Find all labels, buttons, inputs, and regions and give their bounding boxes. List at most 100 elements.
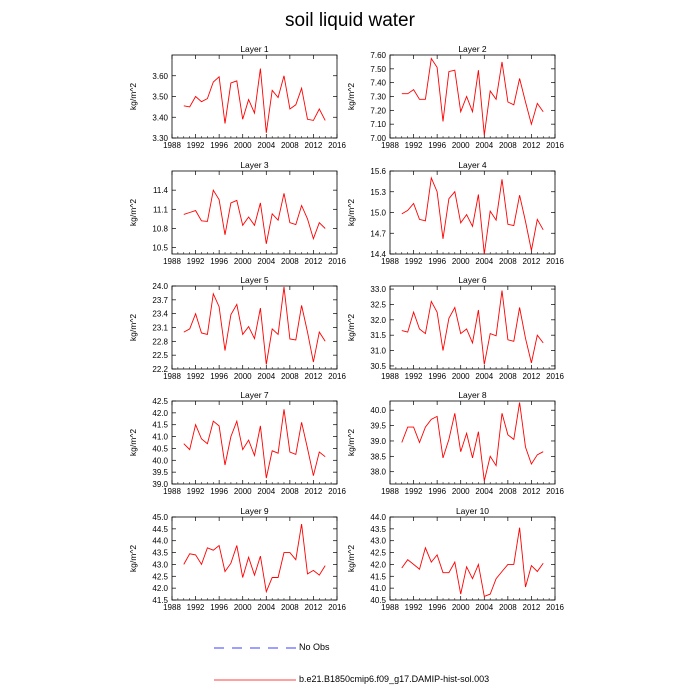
y-tick-label: 10.8 bbox=[152, 224, 168, 233]
y-tick-label: 41.5 bbox=[152, 596, 168, 605]
y-tick-label: 43.0 bbox=[370, 537, 386, 546]
x-tick-label: 1992 bbox=[187, 257, 205, 266]
y-tick-label: 43.5 bbox=[152, 549, 168, 558]
x-tick-label: 2012 bbox=[523, 257, 541, 266]
x-tick-label: 2000 bbox=[234, 603, 252, 612]
series-line bbox=[401, 402, 544, 482]
x-tick-label: 1996 bbox=[428, 141, 446, 150]
y-tick-label: 42.0 bbox=[370, 560, 386, 569]
x-tick-label: 1988 bbox=[381, 257, 399, 266]
x-tick-label: 2004 bbox=[257, 141, 275, 150]
y-axis-label: kg/m^2 bbox=[128, 314, 138, 341]
x-tick-label: 2008 bbox=[499, 141, 517, 150]
x-tick-label: 2004 bbox=[475, 603, 493, 612]
x-tick-label: 2000 bbox=[234, 257, 252, 266]
x-tick-label: 2004 bbox=[257, 487, 275, 496]
y-tick-label: 3.60 bbox=[152, 72, 168, 81]
y-tick-label: 3.30 bbox=[152, 134, 168, 143]
x-tick-label: 1992 bbox=[187, 603, 205, 612]
x-tick-label: 1988 bbox=[381, 141, 399, 150]
y-tick-label: 32.0 bbox=[370, 316, 386, 325]
y-tick-label: 23.7 bbox=[152, 296, 168, 305]
x-tick-label: 1996 bbox=[210, 487, 228, 496]
legend-label-model: b.e21.B1850cmip6.f09_g17.DAMIP-hist-sol.… bbox=[299, 674, 490, 684]
panel-title: Layer 1 bbox=[240, 44, 269, 54]
series-line bbox=[401, 57, 544, 136]
y-tick-label: 39.0 bbox=[152, 480, 168, 489]
x-tick-label: 2016 bbox=[546, 372, 564, 381]
series-line bbox=[183, 286, 326, 365]
y-axis-label: kg/m^2 bbox=[128, 83, 138, 110]
y-tick-label: 41.0 bbox=[152, 433, 168, 442]
x-tick-label: 2004 bbox=[257, 603, 275, 612]
y-tick-label: 3.40 bbox=[152, 113, 168, 122]
x-tick-label: 2012 bbox=[305, 372, 323, 381]
x-tick-label: 2004 bbox=[475, 141, 493, 150]
x-tick-label: 2012 bbox=[305, 487, 323, 496]
x-tick-label: 2004 bbox=[475, 372, 493, 381]
y-tick-label: 33.0 bbox=[370, 285, 386, 294]
x-tick-label: 2008 bbox=[281, 141, 299, 150]
x-tick-label: 1988 bbox=[381, 487, 399, 496]
y-tick-label: 38.5 bbox=[370, 452, 386, 461]
x-tick-label: 1996 bbox=[428, 603, 446, 612]
x-tick-label: 2016 bbox=[546, 487, 564, 496]
panel-title: Layer 3 bbox=[240, 160, 269, 170]
y-tick-label: 42.0 bbox=[152, 584, 168, 593]
x-tick-label: 1988 bbox=[163, 487, 181, 496]
x-tick-label: 2016 bbox=[546, 603, 564, 612]
series-line bbox=[183, 524, 326, 594]
y-tick-label: 30.5 bbox=[370, 362, 386, 371]
x-tick-label: 2008 bbox=[499, 372, 517, 381]
y-tick-label: 14.4 bbox=[370, 250, 386, 259]
x-tick-label: 2012 bbox=[523, 372, 541, 381]
y-axis-label: kg/m^2 bbox=[128, 429, 138, 456]
x-tick-label: 1988 bbox=[163, 603, 181, 612]
x-tick-label: 2000 bbox=[452, 372, 470, 381]
x-tick-label: 2012 bbox=[305, 603, 323, 612]
y-axis-label: kg/m^2 bbox=[346, 83, 356, 110]
x-tick-label: 2000 bbox=[452, 141, 470, 150]
panel-title: Layer 10 bbox=[456, 506, 489, 516]
y-tick-label: 7.30 bbox=[370, 93, 386, 102]
y-tick-label: 43.0 bbox=[152, 560, 168, 569]
y-axis-label: kg/m^2 bbox=[346, 314, 356, 341]
panel-layer-8: Layer 8 kg/m^2 1988 1992 1996 2000 2004 2008 201… bbox=[346, 390, 564, 496]
panel-layer-7: Layer 7 kg/m^2 1988 1992 1996 2000 2004 2008 201… bbox=[128, 390, 346, 496]
y-tick-label: 41.5 bbox=[370, 572, 386, 581]
y-tick-label: 39.0 bbox=[370, 437, 386, 446]
y-tick-label: 7.40 bbox=[370, 79, 386, 88]
y-tick-label: 39.5 bbox=[370, 422, 386, 431]
x-tick-label: 1988 bbox=[163, 141, 181, 150]
x-tick-label: 2016 bbox=[546, 257, 564, 266]
y-axis-label: kg/m^2 bbox=[346, 199, 356, 226]
x-tick-label: 1996 bbox=[210, 141, 228, 150]
x-tick-label: 1988 bbox=[163, 372, 181, 381]
series-line bbox=[183, 188, 326, 244]
panel-title: Layer 7 bbox=[240, 390, 269, 400]
x-tick-label: 2008 bbox=[499, 257, 517, 266]
x-tick-label: 1992 bbox=[405, 372, 423, 381]
y-tick-label: 11.4 bbox=[153, 186, 169, 195]
y-tick-label: 40.0 bbox=[370, 406, 386, 415]
y-tick-label: 38.0 bbox=[370, 468, 386, 477]
x-tick-label: 1992 bbox=[405, 257, 423, 266]
x-tick-label: 2000 bbox=[452, 603, 470, 612]
x-tick-label: 2000 bbox=[234, 372, 252, 381]
y-tick-label: 32.5 bbox=[370, 300, 386, 309]
x-tick-label: 1996 bbox=[210, 372, 228, 381]
panel-title: Layer 5 bbox=[240, 275, 269, 285]
x-tick-label: 1988 bbox=[163, 257, 181, 266]
x-tick-label: 2008 bbox=[281, 257, 299, 266]
y-tick-label: 22.5 bbox=[152, 351, 168, 360]
x-tick-label: 2000 bbox=[234, 487, 252, 496]
x-tick-label: 2012 bbox=[523, 141, 541, 150]
series-line bbox=[401, 527, 544, 598]
y-tick-label: 24.0 bbox=[152, 282, 168, 291]
panel-layer-6: Layer 6 kg/m^2 1988 1992 1996 2000 2004 2008 201… bbox=[346, 275, 564, 381]
panel-layer-9: Layer 9 kg/m^2 1988 1992 1996 2000 2004 2008 201… bbox=[128, 506, 346, 612]
y-tick-label: 31.0 bbox=[370, 347, 386, 356]
y-tick-label: 42.0 bbox=[152, 409, 168, 418]
